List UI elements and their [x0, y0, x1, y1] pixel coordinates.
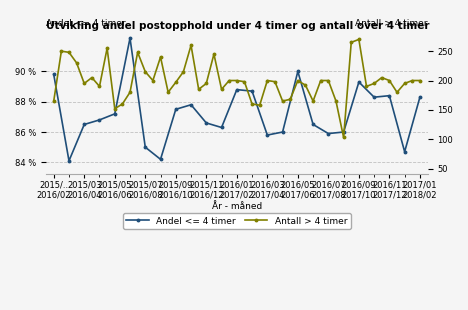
Antall > 4 timer [81, 82, 87, 85]
Antall > 4 timer [341, 135, 346, 139]
Antall > 4 timer [58, 49, 64, 53]
Antall > 4 timer [333, 99, 339, 103]
Andel <= 4 timer [158, 157, 163, 161]
Antall > 4 timer [112, 107, 117, 111]
Andel <= 4 timer [371, 95, 377, 99]
Antall > 4 timer [402, 82, 408, 85]
Antall > 4 timer [120, 102, 125, 106]
Antall > 4 timer [158, 55, 163, 59]
Text: Utvikling andel postopphold under 4 timer og antall over 4 timer: Utvikling andel postopphold under 4 time… [46, 21, 430, 31]
Antall > 4 timer [280, 99, 285, 103]
Antall > 4 timer [181, 70, 186, 73]
Antall > 4 timer [249, 102, 255, 106]
Antall > 4 timer [127, 91, 133, 94]
Andel <= 4 timer [295, 69, 300, 73]
Andel <= 4 timer [127, 36, 133, 40]
Antall > 4 timer [356, 38, 362, 41]
Text: Andel <= 4 timer: Andel <= 4 timer [46, 19, 126, 28]
Andel <= 4 timer [81, 122, 87, 126]
Andel <= 4 timer [402, 150, 408, 153]
Antall > 4 timer [241, 80, 247, 84]
Antall > 4 timer [66, 51, 72, 54]
Antall > 4 timer [272, 80, 278, 84]
Antall > 4 timer [303, 83, 308, 87]
Antall > 4 timer [394, 91, 400, 94]
Andel <= 4 timer [51, 73, 57, 76]
Antall > 4 timer [196, 87, 202, 91]
Antall > 4 timer [173, 80, 179, 84]
Andel <= 4 timer [417, 95, 423, 99]
Antall > 4 timer [188, 43, 194, 47]
Antall > 4 timer [379, 76, 385, 79]
Antall > 4 timer [264, 79, 270, 82]
Antall > 4 timer [234, 79, 240, 82]
Antall > 4 timer [417, 79, 423, 82]
Andel <= 4 timer [356, 80, 362, 84]
Antall > 4 timer [97, 85, 102, 88]
Andel <= 4 timer [234, 88, 240, 91]
Andel <= 4 timer [112, 112, 117, 116]
Antall > 4 timer [295, 79, 300, 82]
Andel <= 4 timer [97, 118, 102, 122]
Andel <= 4 timer [310, 122, 316, 126]
Antall > 4 timer [74, 61, 80, 65]
Antall > 4 timer [104, 46, 110, 50]
Text: Antall > 4 timer: Antall > 4 timer [355, 19, 428, 28]
Andel <= 4 timer [188, 103, 194, 107]
Antall > 4 timer [89, 76, 95, 79]
Andel <= 4 timer [219, 126, 224, 129]
Antall > 4 timer [204, 82, 209, 85]
Line: Andel <= 4 timer: Andel <= 4 timer [52, 37, 421, 162]
Line: Antall > 4 timer: Antall > 4 timer [52, 38, 421, 139]
Antall > 4 timer [257, 103, 263, 107]
Antall > 4 timer [211, 52, 217, 56]
Antall > 4 timer [371, 82, 377, 85]
Andel <= 4 timer [204, 121, 209, 125]
Antall > 4 timer [349, 41, 354, 44]
Andel <= 4 timer [66, 159, 72, 163]
Antall > 4 timer [219, 87, 224, 91]
Antall > 4 timer [287, 97, 293, 101]
Antall > 4 timer [135, 51, 140, 54]
Antall > 4 timer [165, 91, 171, 94]
Andel <= 4 timer [264, 133, 270, 137]
Antall > 4 timer [410, 79, 415, 82]
Antall > 4 timer [51, 99, 57, 103]
Antall > 4 timer [326, 79, 331, 82]
Antall > 4 timer [364, 85, 369, 88]
Antall > 4 timer [150, 79, 156, 82]
Andel <= 4 timer [142, 145, 148, 149]
X-axis label: År - måned: År - måned [212, 202, 262, 211]
Antall > 4 timer [310, 99, 316, 103]
Antall > 4 timer [318, 79, 323, 82]
Antall > 4 timer [227, 79, 232, 82]
Legend: Andel <= 4 timer, Antall > 4 timer: Andel <= 4 timer, Antall > 4 timer [123, 213, 351, 229]
Andel <= 4 timer [249, 89, 255, 93]
Andel <= 4 timer [341, 130, 346, 134]
Antall > 4 timer [142, 70, 148, 73]
Andel <= 4 timer [387, 94, 392, 98]
Andel <= 4 timer [280, 130, 285, 134]
Andel <= 4 timer [326, 132, 331, 135]
Andel <= 4 timer [173, 108, 179, 111]
Antall > 4 timer [387, 79, 392, 82]
